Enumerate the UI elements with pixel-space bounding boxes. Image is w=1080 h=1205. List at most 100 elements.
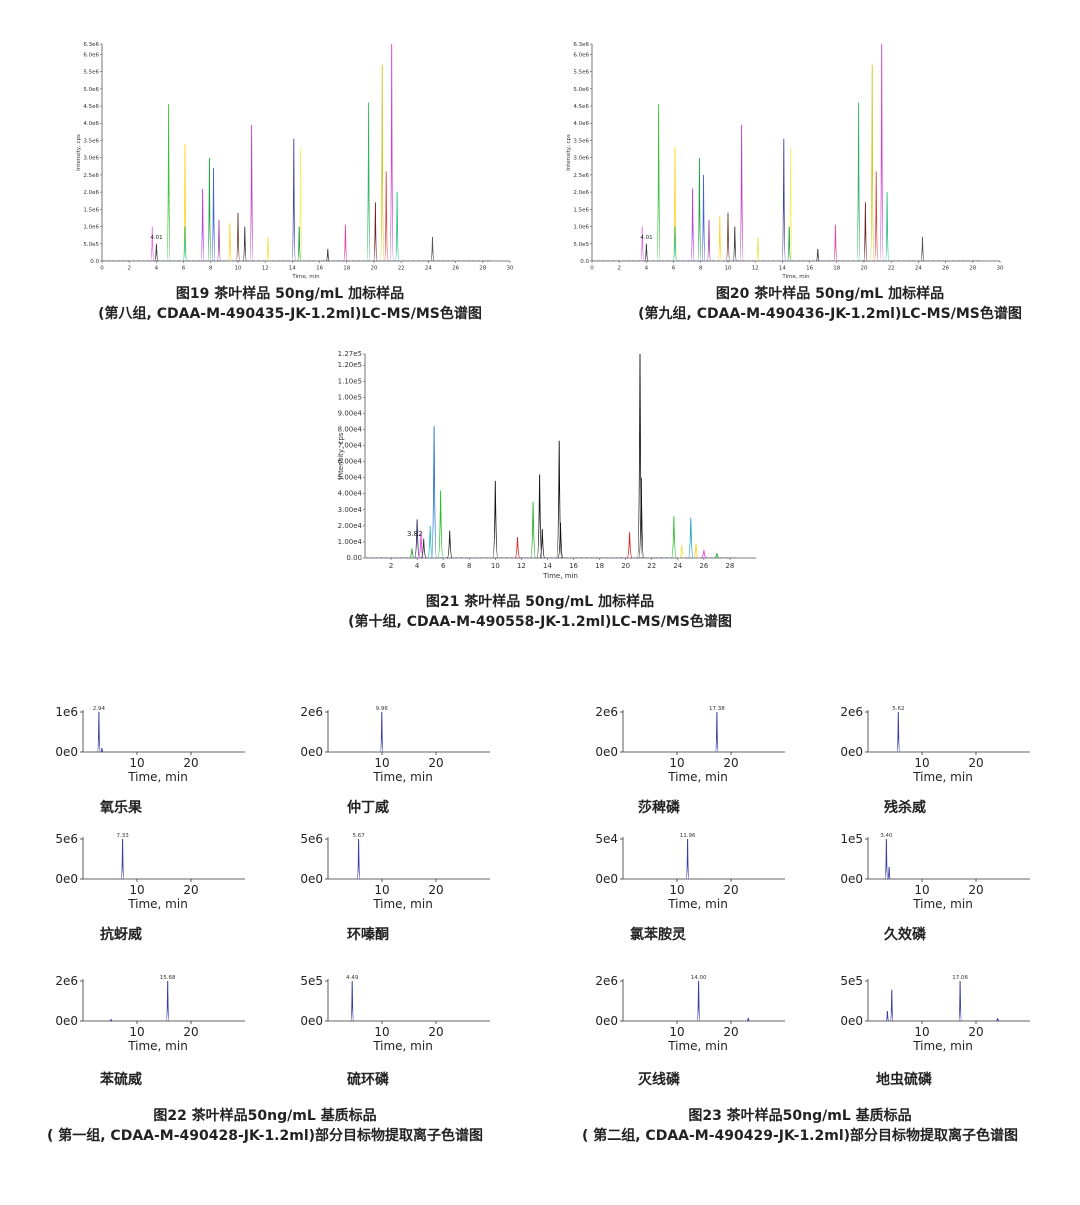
eic-peak (887, 866, 891, 880)
eic-peak (996, 1018, 1000, 1022)
chromatogram-peak (366, 102, 371, 262)
peak-rt-label: 14.00 (691, 975, 707, 981)
x-axis-title: Time, min (291, 274, 320, 280)
compound-name: 残杀威 (884, 800, 926, 816)
compound-name: 灭线磷 (638, 1072, 680, 1088)
x-tick-label: 26 (942, 266, 949, 272)
compound-name: 氧乐果 (100, 800, 142, 816)
eic-peak (890, 989, 894, 1022)
y-tick-label: 4.00e4 (338, 490, 363, 498)
compound-name: 仲丁威 (347, 800, 389, 816)
peak-rt-label: 9.96 (376, 706, 389, 712)
y-tick-label: 0e0 (300, 745, 323, 759)
eic-peak (380, 711, 384, 753)
y-tick-label: 1.00e5 (338, 393, 362, 401)
chromatogram-peak (693, 543, 699, 559)
chromatogram-peak (235, 212, 241, 262)
eic-peak (885, 1010, 890, 1022)
chromatogram-peak (227, 223, 232, 262)
chromatogram-peak (920, 236, 925, 262)
x-tick-label: 26 (699, 562, 708, 570)
x-tick-label: 28 (725, 562, 734, 570)
chromatogram-peak (384, 171, 389, 262)
x-axis-title: Time, min (912, 897, 973, 911)
figure-20-caption: 图20 茶叶样品 50ng/mL 加标样品 (第九组, CDAA-M-49043… (590, 284, 1070, 324)
caption-line: ( 第二组, CDAA-M-490429-JK-1.2ml)部分目标物提取离子色… (581, 1128, 1019, 1144)
chromatogram-peak (557, 522, 564, 559)
x-tick-label: 14 (779, 266, 786, 272)
x-tick-label: 10 (235, 266, 242, 272)
y-tick-label: 0e0 (300, 1014, 323, 1028)
y-tick-label: 0e0 (840, 745, 863, 759)
y-axis-title: Intensity, cps (76, 134, 82, 171)
x-tick-label: 12 (262, 266, 269, 272)
chromatogram-peak (856, 102, 861, 262)
x-axis-title: Time, min (127, 1039, 188, 1053)
y-tick-label: 0e0 (840, 1014, 863, 1028)
compound-name: 莎稗磷 (638, 800, 680, 816)
compound-name: 苯硫威 (100, 1072, 142, 1088)
x-tick-label: 10 (374, 1025, 389, 1039)
caption-line: 图23 茶叶样品50ng/mL 基质标品 (688, 1108, 912, 1124)
y-tick-label: 1e6 (55, 705, 78, 719)
chromatogram-peak (690, 188, 695, 262)
y-tick-label: 8.00e4 (338, 425, 363, 433)
chromatogram-peak (249, 124, 254, 262)
y-tick-label: 7.00e4 (338, 442, 363, 450)
x-tick-label: 10 (129, 756, 144, 770)
chromatogram-peak (207, 157, 212, 262)
x-tick-label: 10 (914, 756, 929, 770)
x-tick-label: 6 (672, 266, 676, 272)
y-tick-label: 0.00 (346, 554, 362, 562)
x-tick-label: 10 (669, 756, 684, 770)
y-tick-label: 5.5e6 (83, 70, 99, 76)
chromatogram-peak (492, 480, 499, 559)
y-tick-label: 1.0e6 (83, 225, 99, 231)
chromatogram-peak (732, 226, 737, 262)
eic-peak (356, 838, 361, 880)
y-tick-label: 5e5 (300, 974, 323, 988)
x-tick-label: 20 (183, 883, 198, 897)
x-axis-title: Time, min (667, 1039, 728, 1053)
x-tick-label: 26 (452, 266, 459, 272)
x-tick-label: 16 (806, 266, 813, 272)
x-tick-label: 8 (467, 562, 471, 570)
x-tick-label: 22 (888, 266, 895, 272)
x-tick-label: 20 (723, 883, 738, 897)
caption-line: (第十组, CDAA-M-490558-JK-1.2ml)LC-MS/MS色谱图 (348, 614, 732, 630)
x-tick-label: 20 (968, 1025, 983, 1039)
compound-name: 硫环磷 (347, 1072, 389, 1088)
x-tick-label: 0 (100, 266, 104, 272)
x-tick-label: 2 (617, 266, 621, 272)
eic-peak (884, 838, 889, 880)
chromatogram-peak (815, 248, 820, 262)
figure-22-caption: 图22 茶叶样品50ng/mL 基质标品 ( 第一组, CDAA-M-49042… (20, 1106, 510, 1146)
y-tick-label: 0e0 (840, 872, 863, 886)
x-tick-label: 0 (590, 266, 594, 272)
peak-rt-label: 5.67 (352, 833, 365, 839)
y-tick-label: 5e5 (840, 974, 863, 988)
x-tick-label: 10 (374, 883, 389, 897)
chromatogram-peak (714, 553, 720, 559)
y-tick-label: 3.0e6 (573, 156, 589, 162)
x-tick-label: 18 (343, 266, 350, 272)
y-tick-label: 1.00e4 (338, 538, 363, 546)
peak-rt-label: 11.96 (680, 833, 696, 839)
y-tick-label: 0e0 (595, 1014, 618, 1028)
y-tick-label: 5.0e5 (573, 242, 589, 248)
eic-peak (746, 1017, 750, 1022)
x-tick-label: 4 (155, 266, 159, 272)
chromatogram-peak (671, 516, 677, 559)
eic-peak (100, 747, 104, 753)
x-tick-label: 2 (127, 266, 131, 272)
eic-peak (685, 838, 690, 880)
x-tick-label: 14 (289, 266, 296, 272)
chromatogram-peak (679, 545, 685, 559)
chromatogram-peak (656, 104, 661, 262)
chromatogram-peak (530, 501, 536, 559)
x-tick-label: 12 (752, 266, 759, 272)
y-tick-label: 5.5e6 (573, 70, 589, 76)
x-axis-title: Time, min (127, 897, 188, 911)
